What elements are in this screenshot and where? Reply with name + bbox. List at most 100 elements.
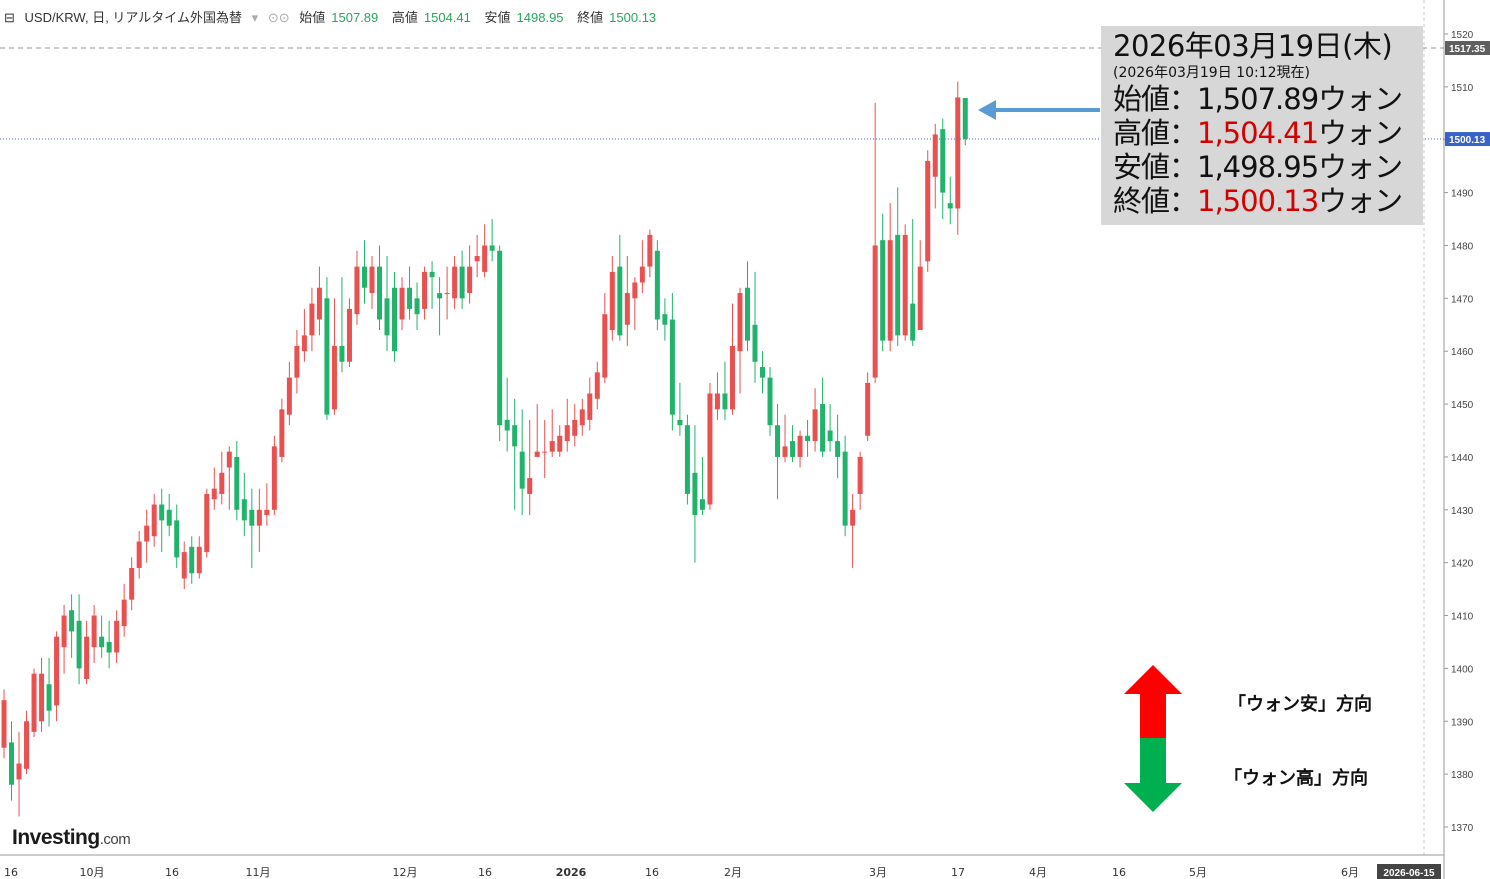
candle-body <box>196 546 202 574</box>
candle <box>722 361 728 420</box>
candle-body <box>136 541 142 568</box>
info-low-value: 1,498.95 <box>1197 150 1319 184</box>
candle-body <box>714 393 720 410</box>
candle <box>354 250 360 325</box>
candle <box>9 721 15 801</box>
info-close-unit: ウォン <box>1318 184 1403 218</box>
won-strong-label: 「ウォン高」方向 <box>1224 768 1368 789</box>
x-tick-label: 4月 <box>1029 866 1047 879</box>
candle-body <box>887 240 893 341</box>
candle-body <box>572 419 578 436</box>
info-low-label: 安値： <box>1113 150 1198 184</box>
x-tick-label: 17 <box>951 866 965 879</box>
candle-body <box>617 266 623 336</box>
candle-body <box>662 314 668 325</box>
candle <box>114 610 120 664</box>
info-high: 高値：1,504.41ウォン <box>1113 116 1411 150</box>
candle-body <box>962 98 968 140</box>
info-close-value: 1,500.13 <box>1197 184 1319 218</box>
info-open-value: 1,507.89 <box>1197 82 1319 116</box>
x-tick-label: 10月 <box>80 866 105 879</box>
candle-body <box>9 742 15 785</box>
candle-body <box>940 129 946 193</box>
candle <box>534 404 540 457</box>
candle-body <box>106 641 112 653</box>
candle-body <box>827 430 833 442</box>
level-tag-bg <box>1445 41 1490 56</box>
candle-body <box>377 266 382 320</box>
candle-body <box>189 546 195 574</box>
candle <box>737 287 743 394</box>
candle <box>489 219 495 262</box>
candle-body <box>309 303 315 336</box>
candle <box>602 293 608 383</box>
candle-body <box>159 504 165 521</box>
candle-body <box>790 441 796 457</box>
candle <box>271 435 277 516</box>
candle-body <box>31 673 37 732</box>
x-tick-label: 11月 <box>246 866 271 879</box>
y-tick-label: 1420 <box>1451 559 1474 570</box>
candle-body <box>286 377 292 415</box>
candle <box>497 245 503 442</box>
candle-body <box>497 250 503 426</box>
candle <box>16 731 22 817</box>
candle-body <box>805 435 811 442</box>
candle-body <box>760 367 766 378</box>
candle <box>504 377 510 452</box>
candle <box>399 277 405 331</box>
y-tick-label: 1440 <box>1451 453 1474 464</box>
candle-body <box>144 525 150 542</box>
candle <box>407 266 413 320</box>
candle <box>384 256 390 352</box>
x-tick-label: 16 <box>4 866 18 879</box>
candle-body <box>895 234 901 336</box>
candle-body <box>812 409 818 442</box>
candle <box>512 398 518 510</box>
investing-logo[interactable]: Investing.com <box>12 826 131 850</box>
dropdown-icon[interactable]: ▾ <box>251 10 259 25</box>
candle-body <box>324 298 330 415</box>
collapse-icon[interactable]: ⊟ <box>4 10 15 25</box>
candle-body <box>955 97 961 209</box>
candle-body <box>722 393 728 410</box>
candle-body <box>339 345 345 362</box>
candle <box>422 266 428 320</box>
candle-body <box>489 245 495 251</box>
candle <box>557 425 563 457</box>
candle <box>812 388 818 452</box>
logo-brand: Investing <box>12 826 100 849</box>
candle <box>286 361 292 426</box>
candle-body <box>361 266 367 288</box>
candle <box>437 277 443 336</box>
candle-body <box>279 409 285 457</box>
candle <box>857 451 863 510</box>
candle <box>346 298 352 368</box>
symbol-title[interactable]: USD/KRW, 日, リアルタイム外国為替 <box>24 10 243 25</box>
candle-body <box>429 271 435 278</box>
candle <box>196 536 202 579</box>
candle-body <box>1 700 7 748</box>
candle <box>662 298 668 341</box>
info-high-label: 高値： <box>1113 116 1198 150</box>
settings-icon[interactable]: ⊙⊙ <box>267 10 290 25</box>
candle-body <box>234 456 240 510</box>
candle <box>925 150 931 272</box>
candle <box>54 631 60 722</box>
y-tick-label: 1410 <box>1451 612 1474 623</box>
candle-body <box>775 425 781 457</box>
candle-body <box>692 472 698 516</box>
candle-body <box>76 620 82 669</box>
candle-body <box>677 419 683 426</box>
candle-body <box>407 287 413 309</box>
candle-body <box>414 298 420 315</box>
candle-body <box>737 293 743 352</box>
candle-body <box>519 451 525 489</box>
candle-body <box>241 499 247 521</box>
candle <box>797 430 803 468</box>
candle-body <box>437 293 443 299</box>
candles <box>1 81 968 817</box>
candle <box>549 409 555 457</box>
candle-body <box>399 287 405 320</box>
